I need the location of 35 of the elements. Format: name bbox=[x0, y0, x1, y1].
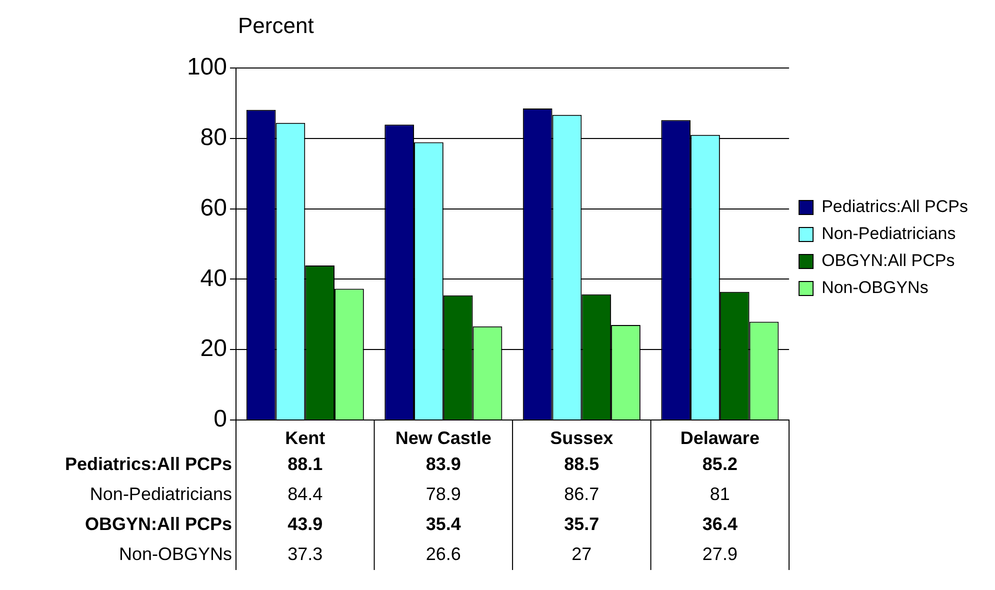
y-tick-label: 0 bbox=[214, 406, 227, 433]
y-tick-label: 60 bbox=[200, 194, 227, 222]
x-tick-label: Kent bbox=[285, 428, 326, 448]
data-label: 26.6 bbox=[426, 544, 461, 564]
data-label: 84.4 bbox=[288, 484, 323, 504]
data-label: 78.9 bbox=[426, 484, 461, 504]
data-label: 35.7 bbox=[564, 514, 600, 534]
y-tick-label: 40 bbox=[200, 264, 227, 292]
text: Non-OBGYNs bbox=[118, 544, 232, 564]
data-label: 27.9 bbox=[702, 544, 738, 564]
data-label: 37.3 bbox=[288, 544, 323, 564]
y-tick-label: 100 bbox=[186, 54, 227, 81]
data-label: 86.7 bbox=[564, 484, 600, 504]
legend-label: Pediatrics:All PCPs bbox=[822, 197, 968, 216]
legend-label: OBGYN:All PCPs bbox=[822, 251, 955, 270]
y-axis-title: Percent bbox=[238, 13, 314, 38]
text: OBGYN:All PCPs bbox=[84, 514, 232, 534]
data-label: 81 bbox=[710, 484, 730, 504]
y-tick-label: 20 bbox=[200, 335, 227, 362]
data-label: 83.9 bbox=[426, 454, 461, 474]
x-tick-label: New Castle bbox=[395, 428, 492, 448]
x-tick-label: Sussex bbox=[550, 428, 614, 448]
data-label: 43.9 bbox=[288, 514, 323, 534]
data-label: 88.5 bbox=[564, 454, 600, 474]
data-label: 88.1 bbox=[288, 454, 323, 474]
y-tick-label: 80 bbox=[200, 124, 227, 152]
legend-label: Non-OBGYNs bbox=[822, 278, 928, 298]
data-label: 27 bbox=[572, 544, 592, 564]
data-label: 35.4 bbox=[426, 514, 461, 534]
legend-label: Non-Pediatricians bbox=[822, 224, 956, 244]
x-tick-label: Delaware bbox=[680, 428, 760, 448]
data-label: 36.4 bbox=[702, 514, 738, 534]
data-label: 85.2 bbox=[702, 454, 738, 474]
text: Non-Pediatricians bbox=[90, 484, 232, 504]
text: Pediatrics:All PCPs bbox=[64, 454, 232, 474]
